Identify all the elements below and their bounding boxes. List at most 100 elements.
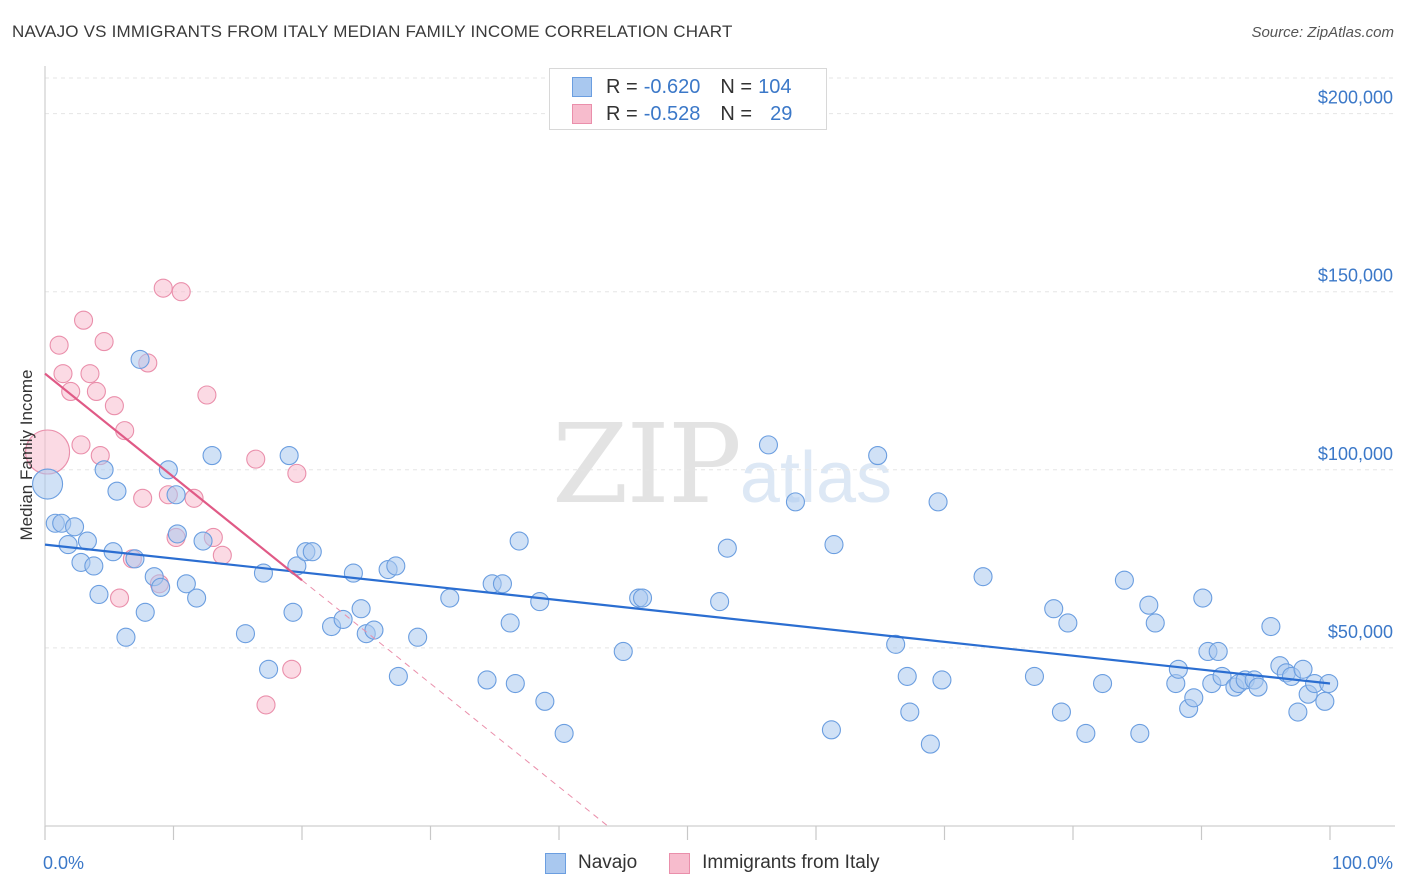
- legend-n-label: N =: [720, 75, 753, 98]
- navajo-point: [1248, 677, 1268, 697]
- series-label-navajo: Navajo: [578, 852, 638, 873]
- navajo-point: [364, 620, 384, 640]
- navajo-point: [1208, 641, 1228, 662]
- navajo-point: [632, 588, 653, 608]
- legend-n-value: 104: [758, 75, 792, 98]
- navajo-point: [302, 542, 322, 562]
- navajo-point: [166, 485, 186, 505]
- navajo-point: [758, 435, 779, 455]
- navajo-point: [1145, 613, 1165, 633]
- navajo-point: [824, 535, 844, 555]
- italy-point: [109, 588, 130, 608]
- italy-point: [71, 435, 91, 455]
- series-label-italy: Immigrants from Italy: [702, 852, 880, 873]
- italy-point: [49, 335, 69, 355]
- legend-n-label: N =: [720, 102, 753, 125]
- navajo-point: [886, 634, 906, 654]
- series-legend: Navajo Immigrants from Italy: [545, 852, 912, 874]
- italy-point: [256, 695, 276, 715]
- navajo-point: [1288, 702, 1308, 722]
- navajo-point: [932, 670, 952, 690]
- legend-row-italy: R = -0.528 N = 29: [572, 101, 792, 127]
- navajo-point: [151, 577, 171, 597]
- watermark-zip: ZIP: [552, 400, 742, 528]
- legend-swatch-italy: [572, 104, 592, 124]
- italy-point: [153, 278, 173, 298]
- navajo-point: [130, 349, 150, 369]
- x-tick-label-min: 0.0%: [43, 853, 84, 873]
- navajo-point: [89, 584, 109, 605]
- navajo-point: [388, 666, 408, 686]
- navajo-point: [158, 460, 178, 480]
- italy-point: [133, 488, 153, 508]
- navajo-point: [58, 535, 78, 555]
- navajo-point: [283, 602, 303, 622]
- italy-point: [212, 545, 232, 565]
- italy-point: [94, 332, 114, 352]
- y-tick-label: $50,000: [1328, 622, 1393, 642]
- italy-point: [74, 310, 94, 330]
- navajo-point: [187, 588, 207, 608]
- tick-labels: $50,000 $100,000 $150,000 $200,000 0.0% 100.0…: [17, 88, 1393, 873]
- navajo-point: [351, 599, 371, 619]
- legend-n-value: 29: [770, 102, 793, 125]
- navajo-point: [94, 460, 114, 480]
- navajo-point: [868, 446, 888, 466]
- legend-swatch-navajo: [572, 77, 592, 97]
- navajo-point: [32, 468, 64, 500]
- navajo-point: [554, 723, 574, 743]
- navajo-point: [1044, 599, 1064, 619]
- navajo-point: [477, 670, 497, 690]
- navajo-point: [333, 609, 353, 629]
- navajo-point: [1130, 723, 1150, 743]
- y-axis-title: Median Family Income: [17, 369, 36, 540]
- correlation-legend: R = -0.620 N = 104 R = -0.528 N = 29: [549, 68, 827, 130]
- italy-point: [86, 381, 106, 401]
- y-tick-label: $200,000: [1318, 88, 1393, 108]
- navajo-point: [1093, 673, 1113, 694]
- grid-lines: [45, 77, 1395, 649]
- italy-point: [80, 364, 100, 384]
- navajo-point: [408, 627, 428, 647]
- trend-lines: [44, 372, 1331, 827]
- axes: [44, 66, 1395, 840]
- navajo-point: [1168, 659, 1188, 679]
- navajo-point: [77, 531, 97, 551]
- navajo-point: [509, 531, 529, 551]
- navajo-point: [897, 666, 917, 686]
- navajo-point: [492, 574, 513, 594]
- navajo-point: [386, 556, 406, 576]
- italy-point: [61, 381, 81, 401]
- navajo-point: [176, 574, 196, 594]
- series-legend-italy: Immigrants from Italy: [669, 852, 880, 874]
- navajo-point: [535, 691, 555, 711]
- series-legend-navajo: Navajo: [545, 852, 637, 874]
- navajo-point: [821, 720, 841, 740]
- legend-r-value: -0.620: [643, 75, 701, 98]
- navajo-point: [259, 659, 279, 679]
- navajo-point: [65, 517, 85, 537]
- chart-title: NAVAJO VS IMMIGRANTS FROM ITALY MEDIAN F…: [12, 22, 733, 41]
- navajo-point: [107, 481, 127, 501]
- italy-point: [104, 396, 124, 416]
- navajo-point: [1051, 702, 1071, 722]
- legend-r-value: -0.528: [643, 102, 701, 125]
- navajo-point: [710, 592, 730, 612]
- navajo-point: [193, 531, 213, 551]
- navajo-point: [235, 624, 256, 644]
- navajo-point: [202, 446, 222, 466]
- y-tick-label: $100,000: [1318, 444, 1393, 464]
- navajo-point: [717, 538, 737, 558]
- legend-r-label: R =: [606, 75, 638, 98]
- navajo-point: [928, 492, 948, 512]
- navajo-point: [135, 602, 155, 622]
- navajo-point: [1193, 588, 1213, 608]
- navajo-point: [1184, 688, 1204, 708]
- italy-point: [171, 282, 191, 302]
- x-tick-label-max: 100.0%: [1332, 853, 1393, 873]
- navajo-points: [32, 349, 1339, 754]
- italy-trend-extension: [301, 579, 609, 827]
- navajo-point: [1139, 595, 1159, 615]
- y-tick-label: $150,000: [1318, 266, 1393, 286]
